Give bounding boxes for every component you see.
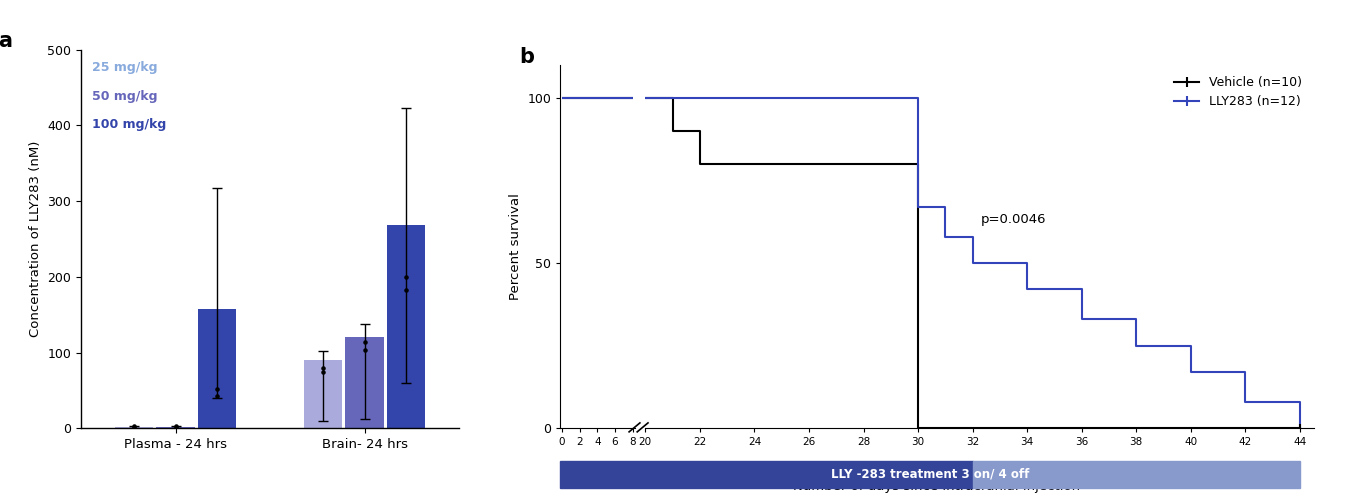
Text: b: b	[520, 46, 535, 67]
Text: 50 mg/kg: 50 mg/kg	[92, 90, 158, 103]
Bar	[346, 338, 383, 428]
Text: Number of days since intracranial injection: Number of days since intracranial inject…	[794, 480, 1080, 493]
Y-axis label: Concentration of LLY283 (nM): Concentration of LLY283 (nM)	[28, 141, 42, 337]
Bar	[387, 226, 425, 428]
Text: a: a	[0, 31, 12, 51]
Bar	[198, 309, 236, 428]
Bar	[157, 427, 194, 428]
Text: 25 mg/kg: 25 mg/kg	[92, 61, 158, 74]
Bar	[304, 360, 342, 428]
Text: p=0.0046: p=0.0046	[981, 213, 1046, 227]
Bar	[115, 427, 153, 428]
Y-axis label: Percent survival: Percent survival	[509, 193, 522, 300]
Text: 100 mg/kg: 100 mg/kg	[92, 118, 166, 131]
Legend: Vehicle (n=10), LLY283 (n=12): Vehicle (n=10), LLY283 (n=12)	[1169, 71, 1307, 113]
Text: LLY -283 treatment 3 on/ 4 off: LLY -283 treatment 3 on/ 4 off	[830, 468, 1029, 481]
